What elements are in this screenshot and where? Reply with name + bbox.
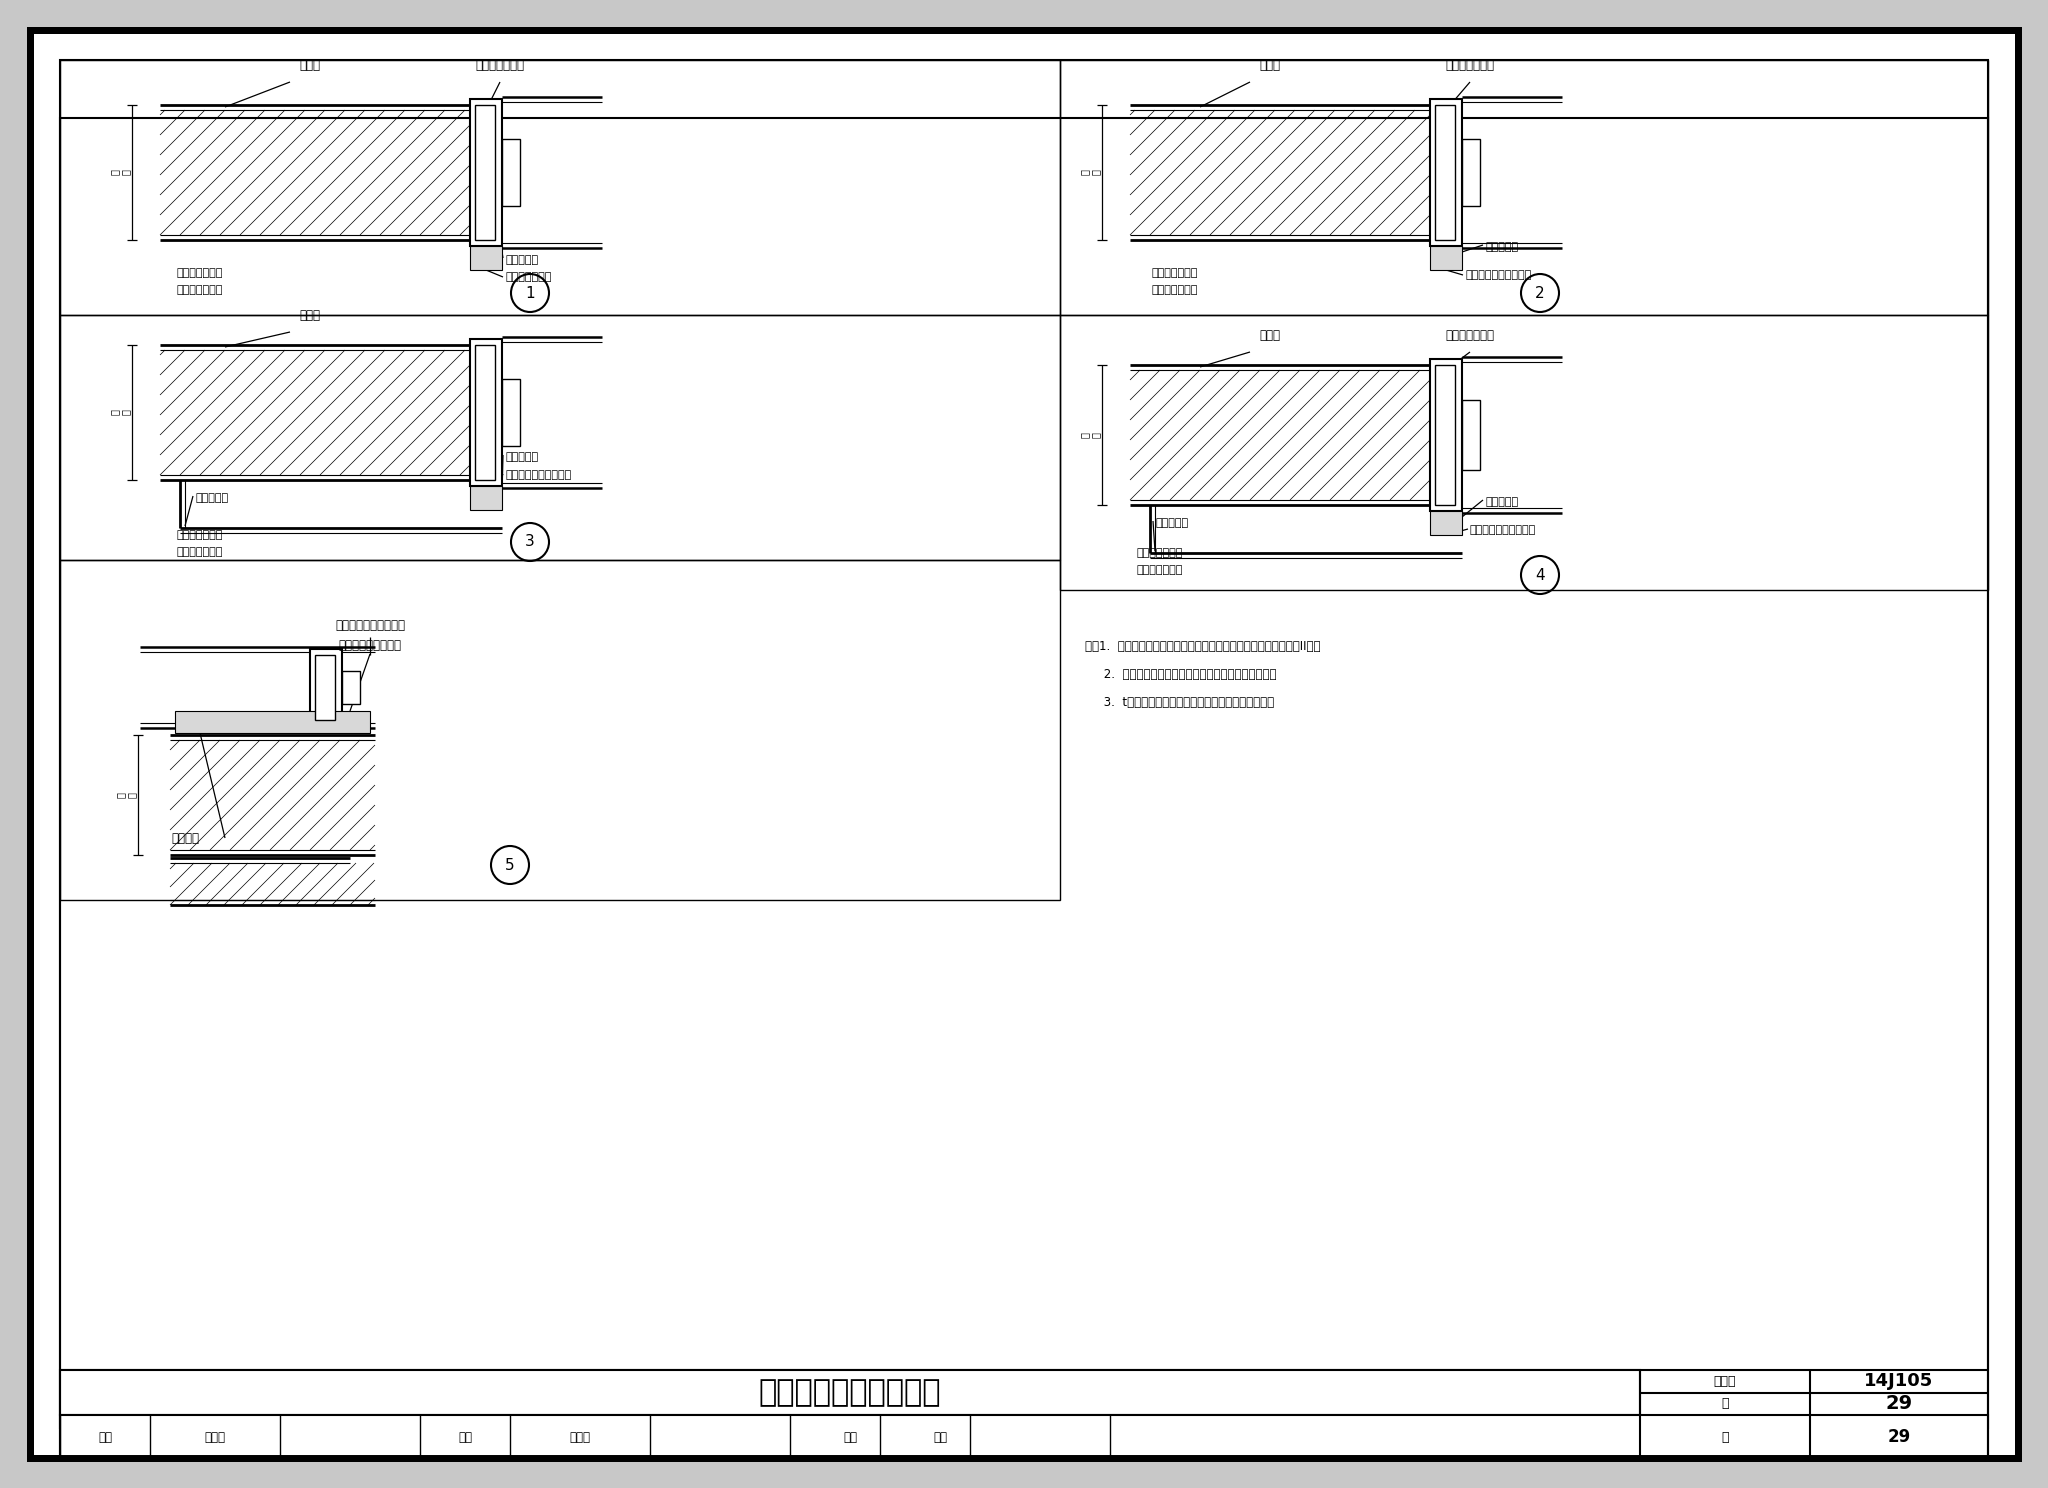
Text: 热桥部位岩棉板保温层: 热桥部位岩棉板保温层 — [1464, 269, 1532, 280]
Text: 页: 页 — [1720, 1431, 1729, 1443]
Text: 2.  窗与墙交接处以弹性填充材料和建筑密封膏填充。: 2. 窗与墙交接处以弹性填充材料和建筑密封膏填充。 — [1085, 668, 1276, 682]
Bar — [59, 1370, 1640, 1415]
Bar — [475, 345, 496, 481]
Text: 建筑密封膏: 建筑密封膏 — [1485, 497, 1518, 507]
Bar — [469, 246, 502, 269]
Text: 校对: 校对 — [459, 1431, 471, 1443]
Text: 墙
厚: 墙 厚 — [1079, 170, 1102, 176]
Text: 无机砂浆保温层: 无机砂浆保温层 — [506, 272, 551, 283]
Bar — [502, 379, 520, 446]
Text: 外饰面及外墙防: 外饰面及外墙防 — [1151, 268, 1198, 278]
Text: 内饰面: 内饰面 — [299, 60, 319, 71]
Text: 外饰面及外墙防: 外饰面及外墙防 — [176, 530, 223, 540]
Text: 发泡聚氨酯灌缝: 发泡聚氨酯灌缝 — [1446, 329, 1495, 342]
Bar — [1436, 106, 1454, 240]
Text: 无机保温砂浆保温层: 无机保温砂浆保温层 — [338, 638, 401, 652]
Bar — [59, 60, 1061, 315]
Text: 水层按工程设计: 水层按工程设计 — [176, 286, 223, 295]
Text: 14J105: 14J105 — [1864, 1372, 1933, 1390]
Bar — [174, 711, 371, 734]
Bar — [309, 649, 342, 726]
Bar — [1061, 315, 1989, 591]
Text: 5: 5 — [506, 857, 514, 872]
Bar — [315, 655, 336, 720]
Bar — [1462, 400, 1481, 470]
Text: 1: 1 — [524, 286, 535, 301]
Bar — [1430, 100, 1462, 246]
Text: 外饰面及外墙防: 外饰面及外墙防 — [1137, 548, 1184, 558]
Bar — [469, 100, 502, 246]
Text: 发泡聚氨酯灌缝: 发泡聚氨酯灌缝 — [1446, 60, 1495, 71]
Bar — [475, 106, 496, 240]
Text: 按工程设计: 按工程设计 — [195, 493, 227, 503]
Text: 墙
厚: 墙 厚 — [109, 170, 131, 176]
Text: 设计: 设计 — [844, 1431, 856, 1443]
Text: 29: 29 — [1886, 1394, 1913, 1414]
Text: 室内窗台: 室内窗台 — [170, 832, 199, 845]
Text: 图集号: 图集号 — [1714, 1375, 1737, 1388]
Text: 内饰面: 内饰面 — [1260, 60, 1280, 71]
Bar — [1436, 365, 1454, 504]
Text: 墙
厚: 墙 厚 — [109, 409, 131, 415]
Text: 外饰面做法按工程设计: 外饰面做法按工程设计 — [336, 619, 406, 632]
Bar — [1430, 246, 1462, 269]
Text: 2: 2 — [1536, 286, 1544, 301]
Text: 水层按工程设计: 水层按工程设计 — [1137, 565, 1184, 574]
Bar — [59, 1415, 1989, 1460]
Text: 内饰面: 内饰面 — [1260, 329, 1280, 342]
Text: 3: 3 — [524, 534, 535, 549]
Text: 热桥部位岩棉板保温层: 热桥部位岩棉板保温层 — [506, 470, 571, 481]
Text: 墙
厚: 墙 厚 — [115, 792, 137, 798]
Text: 孙燕心: 孙燕心 — [569, 1431, 590, 1443]
Text: 3.  t为保温层厚度，可参考本图集热工性能表选用。: 3. t为保温层厚度，可参考本图集热工性能表选用。 — [1085, 696, 1274, 708]
Text: 水层按工程设计: 水层按工程设计 — [176, 548, 223, 557]
Bar — [1061, 60, 1989, 315]
Text: 4: 4 — [1536, 567, 1544, 582]
Text: 内饰面: 内饰面 — [299, 310, 319, 321]
Text: 按工程设计: 按工程设计 — [1155, 518, 1188, 528]
Bar — [1430, 510, 1462, 536]
Text: 水层按工程设计: 水层按工程设计 — [1151, 286, 1198, 295]
Text: 建筑密封膏: 建筑密封膏 — [506, 452, 539, 461]
Bar — [342, 671, 360, 704]
Text: 外饰面及外墙防: 外饰面及外墙防 — [176, 268, 223, 278]
Bar — [1430, 359, 1462, 510]
Text: 自保温墙体窗侧口构造: 自保温墙体窗侧口构造 — [758, 1378, 942, 1408]
Text: 发泡聚氨酯灌缝: 发泡聚氨酯灌缝 — [475, 60, 524, 71]
Text: 建筑密封膏: 建筑密封膏 — [506, 254, 539, 265]
Text: 墙
厚: 墙 厚 — [1079, 432, 1102, 437]
Bar — [1462, 138, 1481, 207]
Text: 审核: 审核 — [98, 1431, 113, 1443]
Text: 燕艳: 燕艳 — [934, 1431, 946, 1443]
Bar — [59, 315, 1061, 559]
Text: 建筑密封膏: 建筑密封膏 — [1485, 243, 1518, 251]
Text: 陈国亮: 陈国亮 — [205, 1431, 225, 1443]
Text: 29: 29 — [1888, 1428, 1911, 1446]
Bar — [469, 487, 502, 510]
Bar — [469, 339, 502, 487]
Text: 注：1.  夏热冬冷地区、夏热冬暖地区，推荐采用页岩空心砖、砌块II型。: 注：1. 夏热冬冷地区、夏热冬暖地区，推荐采用页岩空心砖、砌块II型。 — [1085, 640, 1321, 653]
Bar — [502, 138, 520, 207]
Bar — [59, 559, 1061, 900]
Text: 页: 页 — [1720, 1397, 1729, 1411]
Text: 热桥部位岩棉板保温层: 热桥部位岩棉板保温层 — [1470, 525, 1536, 536]
Bar — [59, 118, 1989, 1428]
